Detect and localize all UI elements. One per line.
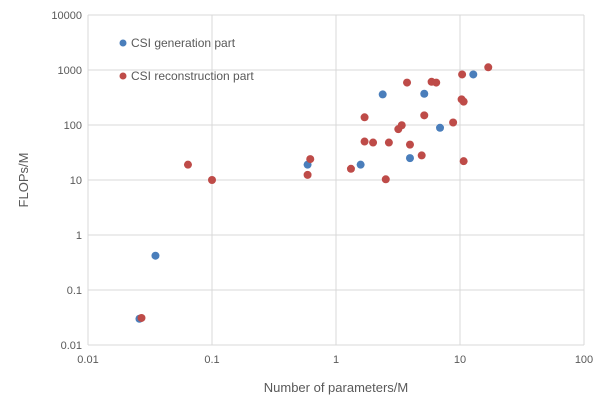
legend: CSI generation part CSI reconstruction p… <box>119 36 254 83</box>
data-point-reconstruction <box>381 175 390 184</box>
y-tick-label: 100 <box>64 120 82 132</box>
x-tick-label: 10 <box>454 354 466 366</box>
x-axis-label: Number of parameters/M <box>264 380 409 395</box>
y-tick-label: 0.01 <box>61 340 82 352</box>
x-tick-label: 0.1 <box>204 354 219 366</box>
data-point-reconstruction <box>397 121 406 130</box>
data-point-reconstruction <box>459 97 468 106</box>
data-point-reconstruction <box>432 78 441 87</box>
y-tick-label: 1 <box>76 230 82 242</box>
data-point-reconstruction <box>208 176 216 184</box>
data-point-generation <box>405 154 414 163</box>
legend-label-generation: CSI generation part <box>131 36 236 50</box>
data-point-reconstruction <box>449 118 458 127</box>
data-point-generation <box>436 123 445 132</box>
data-points <box>135 63 493 323</box>
legend-marker-reconstruction <box>119 72 127 80</box>
data-point-generation <box>151 251 160 260</box>
data-point-reconstruction <box>459 157 468 166</box>
data-point-reconstruction <box>360 137 369 146</box>
data-point-generation <box>420 89 429 98</box>
data-point-reconstruction <box>346 164 355 173</box>
x-tick-label: 1 <box>333 354 339 366</box>
data-point-reconstruction <box>303 170 312 179</box>
data-point-reconstruction <box>458 70 467 79</box>
y-tick-label: 10000 <box>51 10 82 22</box>
y-tick-label: 10 <box>70 175 82 187</box>
legend-marker-generation <box>119 39 127 47</box>
data-point-generation <box>356 160 365 169</box>
y-axis-label: FLOPs/M <box>16 153 31 208</box>
y-tick-label: 0.1 <box>67 285 82 297</box>
data-point-reconstruction <box>137 313 146 322</box>
data-point-reconstruction <box>405 140 414 149</box>
data-point-reconstruction <box>420 111 429 120</box>
data-point-reconstruction <box>417 151 426 160</box>
tick-labels: 0.01 0.1 1 10 100 0.01 0.1 1 10 100 1000 10000 <box>51 10 593 366</box>
data-point-reconstruction <box>384 138 393 147</box>
gridlines <box>87 14 585 346</box>
data-point-reconstruction <box>360 113 369 122</box>
data-point-reconstruction <box>484 63 493 72</box>
data-point-reconstruction <box>369 138 378 147</box>
data-point-reconstruction <box>403 78 412 87</box>
data-point-generation <box>378 90 387 99</box>
x-tick-label: 0.01 <box>77 354 98 366</box>
data-point-generation <box>469 70 478 79</box>
x-tick-label: 100 <box>575 354 593 366</box>
y-tick-label: 1000 <box>58 65 82 77</box>
data-point-reconstruction <box>306 155 315 164</box>
data-point-reconstruction <box>183 160 192 169</box>
legend-label-reconstruction: CSI reconstruction part <box>131 69 254 83</box>
